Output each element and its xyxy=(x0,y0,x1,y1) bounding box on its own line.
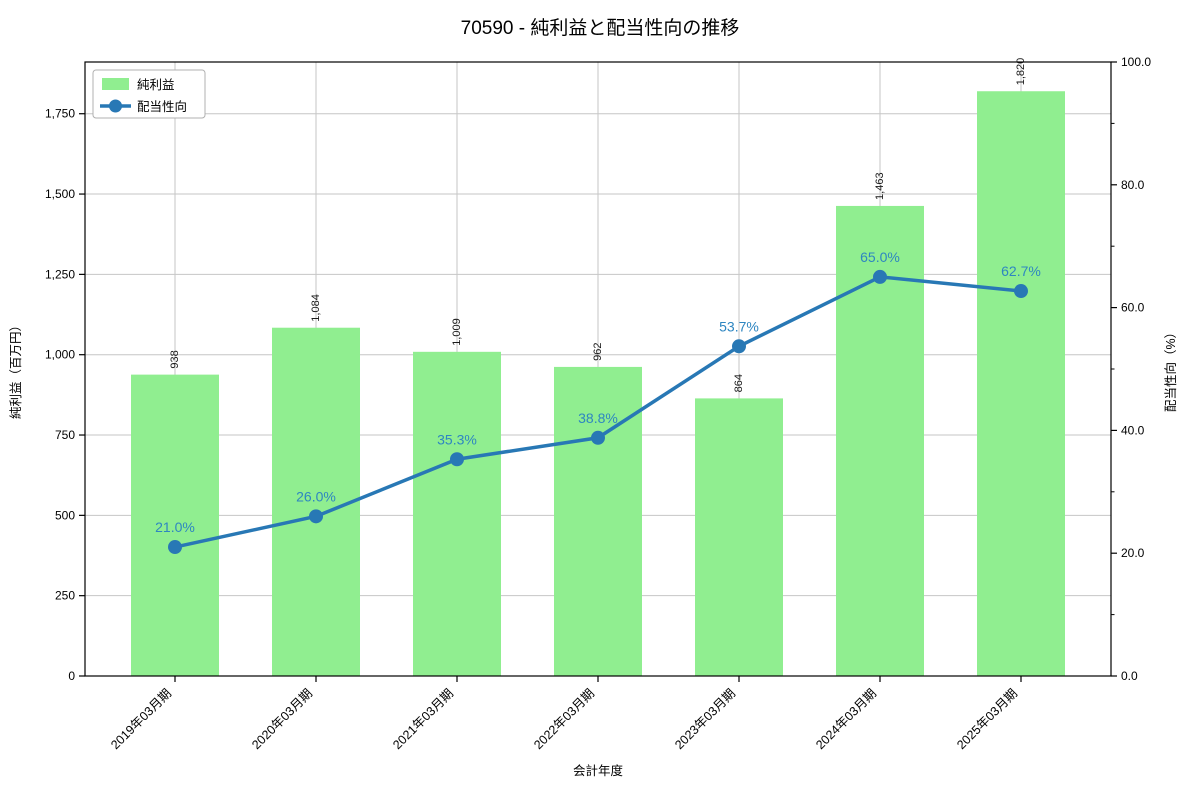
right-tick-label: 100.0 xyxy=(1121,55,1151,69)
right-axis-title: 配当性向（%） xyxy=(1163,326,1178,412)
bar-2024年03月期 xyxy=(836,205,924,676)
x-tick-label: 2022年03月期 xyxy=(531,686,597,752)
legend-label-net-income: 純利益 xyxy=(137,78,175,92)
bar-value-label: 1,463 xyxy=(874,172,886,200)
line-value-label: 26.0% xyxy=(296,488,336,504)
left-tick-label: 0 xyxy=(68,669,75,683)
bar-value-label: 1,009 xyxy=(451,318,463,346)
bar-2021年03月期 xyxy=(413,351,501,676)
bar-value-label: 938 xyxy=(169,350,181,368)
right-tick-label: 0.0 xyxy=(1121,669,1138,683)
line-value-label: 38.8% xyxy=(578,410,618,426)
bar-2020年03月期 xyxy=(272,327,360,676)
line-value-label: 35.3% xyxy=(437,431,477,447)
legend-line-marker-icon xyxy=(109,99,122,113)
x-axis-title: 会計年度 xyxy=(573,763,624,778)
line-value-label: 21.0% xyxy=(155,519,195,535)
right-tick-label: 80.0 xyxy=(1121,178,1145,192)
left-tick-label: 1,750 xyxy=(45,107,75,121)
line-value-label: 65.0% xyxy=(860,249,900,265)
line-marker xyxy=(732,339,746,354)
legend-bar-swatch-icon xyxy=(102,78,129,90)
line-value-label: 62.7% xyxy=(1001,263,1041,279)
bar-value-label: 962 xyxy=(592,343,604,361)
bar-value-label: 1,820 xyxy=(1015,58,1027,86)
line-marker xyxy=(1014,284,1028,299)
bar-value-label: 864 xyxy=(733,374,745,392)
x-tick-label: 2021年03月期 xyxy=(390,686,456,752)
x-tick-label: 2023年03月期 xyxy=(672,686,738,752)
line-marker xyxy=(591,430,605,445)
x-tick-label: 2024年03月期 xyxy=(813,686,879,752)
chart-title: 70590 - 純利益と配当性向の推移 xyxy=(460,18,740,39)
line-marker xyxy=(873,269,887,284)
left-tick-label: 1,500 xyxy=(45,187,75,201)
line-value-label: 53.7% xyxy=(719,318,759,334)
right-tick-label: 40.0 xyxy=(1121,423,1145,437)
line-marker xyxy=(309,509,323,524)
left-tick-label: 500 xyxy=(55,508,75,522)
left-tick-label: 750 xyxy=(55,428,75,442)
line-marker xyxy=(168,540,182,555)
right-tick-label: 60.0 xyxy=(1121,301,1145,315)
left-axis-title: 純利益（百万円） xyxy=(9,319,23,419)
left-tick-label: 1,250 xyxy=(45,267,75,281)
line-marker xyxy=(450,452,464,467)
right-tick-label: 20.0 xyxy=(1121,546,1145,560)
left-tick-label: 250 xyxy=(55,589,75,603)
left-tick-label: 1,000 xyxy=(45,348,75,362)
x-tick-label: 2019年03月期 xyxy=(108,686,174,752)
legend-label-payout-ratio: 配当性向 xyxy=(137,99,187,114)
bar-2025年03月期 xyxy=(977,91,1065,676)
bar-2023年03月期 xyxy=(695,398,783,676)
x-tick-label: 2020年03月期 xyxy=(249,686,315,752)
bar-2019年03月期 xyxy=(131,374,219,676)
x-tick-label: 2025年03月期 xyxy=(954,686,1020,752)
bar-value-label: 1,084 xyxy=(310,294,322,322)
